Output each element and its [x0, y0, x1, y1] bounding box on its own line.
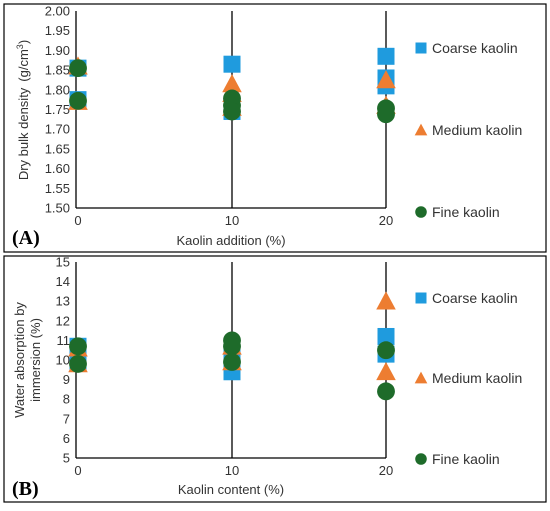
legend-marker-triangle [414, 371, 428, 384]
panel-a-y-axis-unit-close: ) [16, 40, 31, 44]
panel-a-points [68, 47, 396, 124]
y-tick-label: 8 [63, 392, 70, 407]
panel-b-x-axis-title: Kaolin content (%) [178, 482, 284, 497]
legend-label: Medium kaolin [432, 370, 522, 386]
y-tick-label: 1.65 [45, 141, 70, 156]
data-point-square [223, 55, 241, 73]
panel-a-y-axis-unit: (g/cm [16, 49, 31, 82]
data-point-circle [223, 337, 241, 356]
data-point-circle [69, 59, 87, 78]
panel-b-points [68, 291, 396, 401]
panel-b-x-ticks: 0 10 20 [74, 463, 393, 478]
y-tick-label: 10 [56, 353, 70, 368]
panel-b: 5 6 7 8 9 10 11 12 13 14 15 0 10 20 Kaolin content (… [3, 255, 547, 503]
panel-a-frame [3, 3, 547, 253]
y-tick-label: 2.00 [45, 4, 70, 19]
panel-b-y-axis-title-line2: immersion (%) [28, 318, 43, 402]
data-point-triangle [376, 291, 396, 310]
panel-b-y-axis-title-line1: Water absorption by [12, 302, 27, 418]
legend-label: Coarse kaolin [432, 40, 518, 56]
legend-marker-circle [415, 453, 427, 465]
y-tick-label: 1.80 [45, 82, 70, 97]
data-point-circle [69, 354, 87, 373]
y-tick-label: 13 [56, 294, 70, 309]
y-tick-label: 1.90 [45, 43, 70, 58]
legend-marker-square [415, 42, 427, 54]
panel-a: 1.50 1.55 1.60 1.65 1.70 1.75 1.80 1.85 1.90 1.95… [3, 3, 547, 253]
y-tick-label: 1.70 [45, 122, 70, 137]
y-tick-label: 1.50 [45, 201, 70, 216]
legend-label: Fine kaolin [432, 451, 500, 467]
data-point-square [377, 327, 395, 345]
panel-b-frame [3, 255, 547, 503]
legend-marker-triangle [414, 123, 428, 136]
panel-b-legend: Coarse kaolin Medium kaolin Fine kaolin [414, 290, 522, 467]
data-point-circle [377, 341, 395, 360]
y-tick-label: 15 [56, 255, 70, 270]
data-point-triangle [376, 70, 396, 89]
y-tick-label: 1.75 [45, 102, 70, 117]
legend-label: Medium kaolin [432, 122, 522, 138]
data-point-triangle [222, 74, 242, 93]
data-point-triangle [376, 361, 396, 381]
y-tick-label: 1.55 [45, 181, 70, 196]
x-tick-label: 20 [379, 213, 393, 228]
legend-label: Fine kaolin [432, 204, 500, 220]
y-tick-label: 6 [63, 431, 70, 446]
panel-a-label: (A) [12, 227, 40, 249]
data-point-circle [69, 91, 87, 110]
y-tick-label: 14 [56, 274, 70, 289]
legend-label: Coarse kaolin [432, 290, 518, 306]
panel-a-y-axis-title-main: Dry bulk density [16, 87, 31, 180]
panel-a-y-axis-title: Dry bulk density (g/cm3) [15, 40, 31, 180]
x-tick-label: 20 [379, 463, 393, 478]
data-point-square [377, 47, 395, 65]
data-point-circle [377, 105, 395, 124]
panel-a-x-axis-title: Kaolin addition (%) [176, 233, 285, 248]
panel-a-y-axis-unit-sup: 3 [15, 44, 25, 49]
x-tick-label: 10 [225, 463, 239, 478]
panel-a-x-ticks: 0 10 20 [74, 213, 393, 228]
y-tick-label: 5 [63, 451, 70, 466]
panel-a-legend: Coarse kaolin Medium kaolin Fine kaolin [414, 40, 522, 220]
y-tick-label: 12 [56, 313, 70, 328]
y-tick-label: 7 [63, 411, 70, 426]
x-tick-label: 0 [74, 213, 81, 228]
x-tick-label: 10 [225, 213, 239, 228]
y-tick-label: 1.85 [45, 63, 70, 78]
y-tick-label: 11 [57, 333, 71, 348]
y-tick-label: 9 [63, 372, 70, 387]
y-tick-label: 1.60 [45, 161, 70, 176]
panel-a-y-ticks: 1.50 1.55 1.60 1.65 1.70 1.75 1.80 1.85 1.90 1.95… [45, 4, 70, 216]
data-point-circle [223, 102, 241, 121]
data-point-circle [69, 337, 87, 356]
legend-marker-circle [415, 206, 427, 218]
x-tick-label: 0 [74, 463, 81, 478]
data-point-circle [377, 382, 395, 401]
legend-marker-square [415, 292, 427, 304]
data-point-circle [223, 353, 241, 371]
y-tick-label: 1.95 [45, 23, 70, 38]
panel-b-label: (B) [12, 478, 39, 500]
panel-b-y-ticks: 5 6 7 8 9 10 11 12 13 14 15 [56, 255, 70, 466]
